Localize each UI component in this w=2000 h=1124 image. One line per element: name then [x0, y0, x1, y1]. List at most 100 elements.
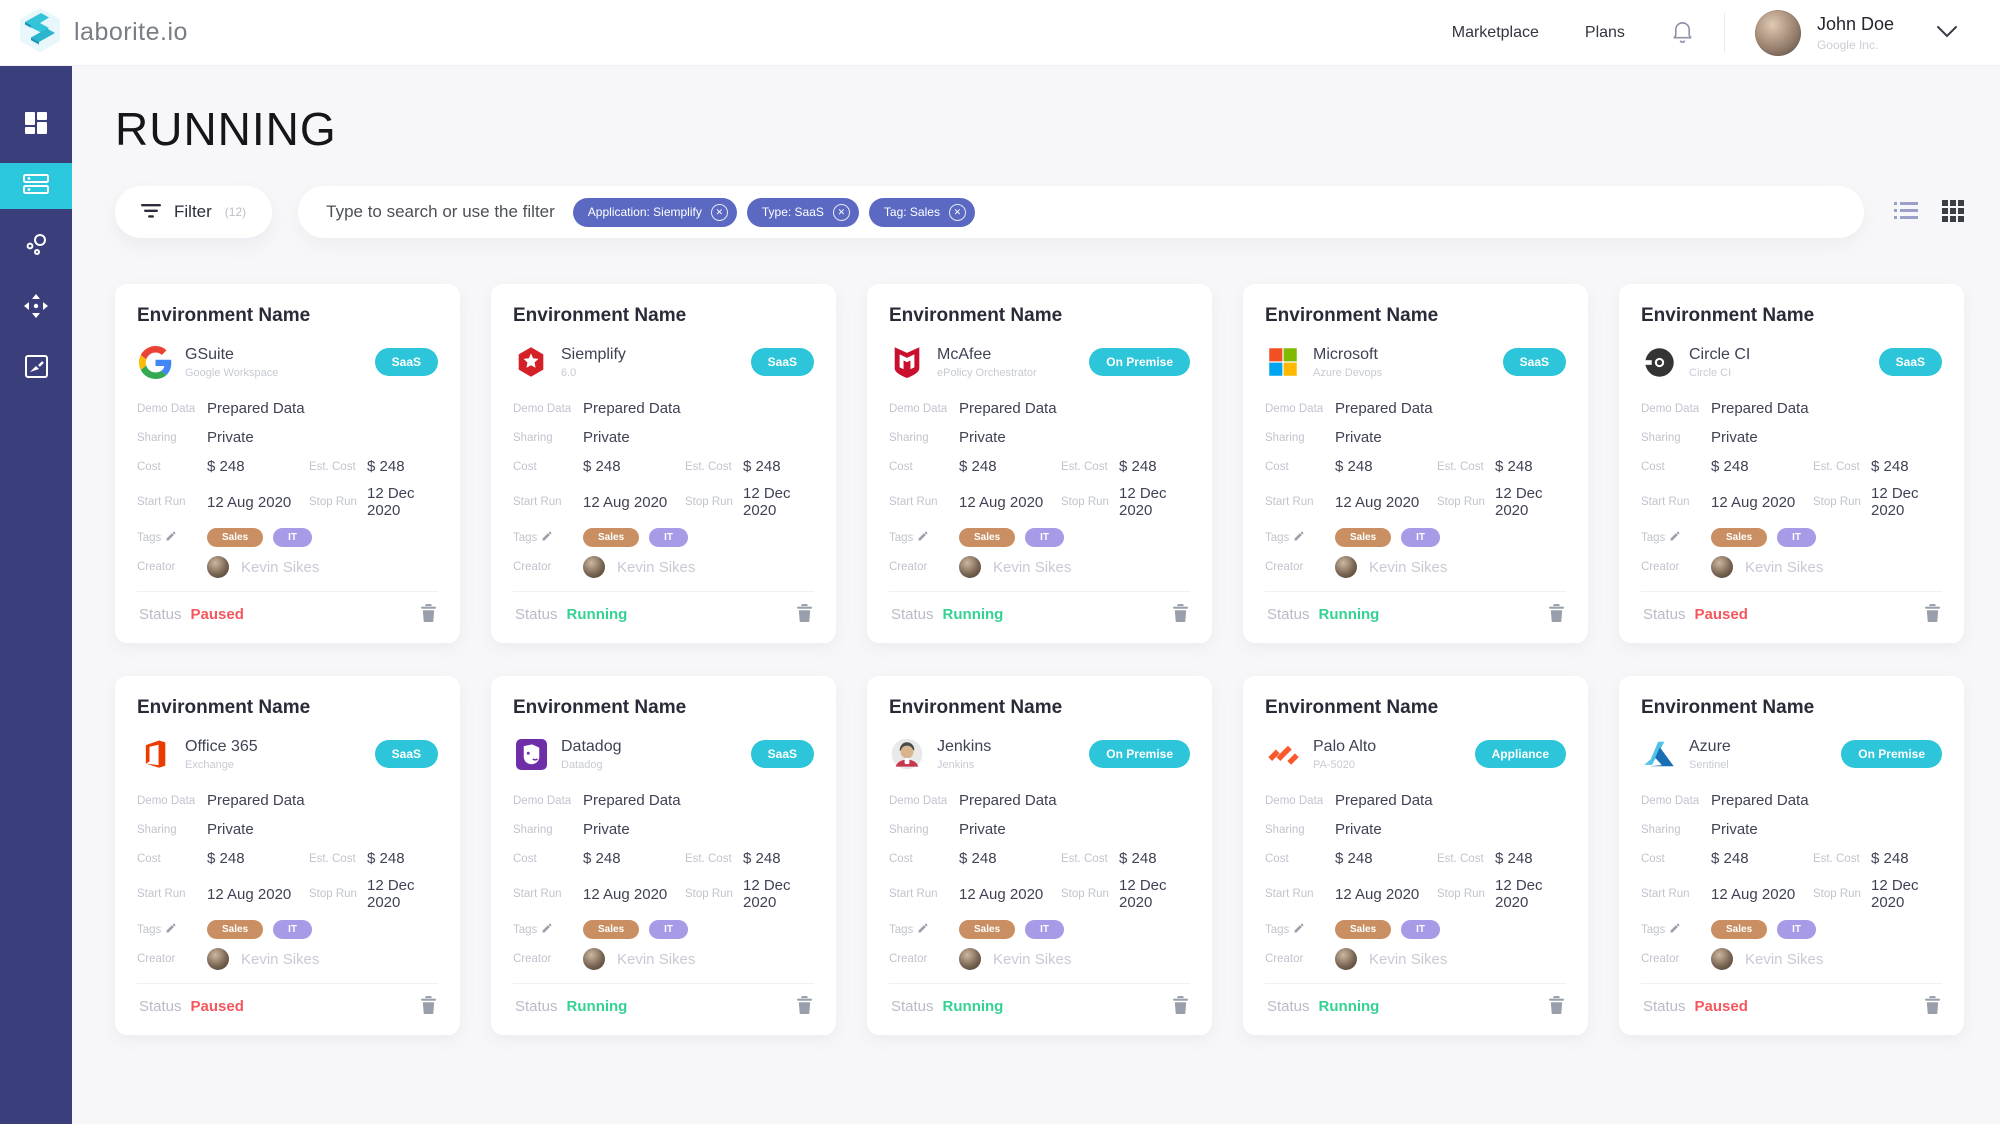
demo-data-label: Demo Data — [889, 402, 948, 415]
siemplify-icon — [513, 344, 549, 380]
delete-environment-button[interactable] — [797, 604, 812, 625]
edit-tags-icon[interactable] — [917, 531, 929, 545]
tag-chip[interactable]: IT — [1025, 920, 1065, 939]
tag-chip[interactable]: IT — [273, 528, 313, 547]
status-label: Status — [1267, 606, 1310, 623]
status-value: Running — [1318, 998, 1380, 1015]
tag-chip[interactable]: Sales — [1711, 528, 1768, 547]
edit-tags-icon[interactable] — [541, 531, 553, 545]
tags-label: Tags — [1265, 530, 1335, 545]
edit-tags-icon[interactable] — [165, 531, 177, 545]
app-name: Circle CI — [1689, 345, 1751, 363]
edit-tags-icon[interactable] — [541, 923, 553, 937]
environment-card[interactable]: Environment Name Microsoft Azure Devops … — [1243, 284, 1588, 643]
filter-chip[interactable]: Application: Siemplify ✕ — [572, 197, 737, 227]
tag-chip[interactable]: IT — [1401, 920, 1441, 939]
chip-remove-icon[interactable]: ✕ — [948, 203, 966, 221]
edit-tags-icon[interactable] — [1669, 531, 1681, 545]
environment-card[interactable]: Environment Name Circle CI Circle CI Saa… — [1619, 284, 1964, 643]
environment-card[interactable]: Environment Name Jenkins Jenkins On Prem… — [867, 676, 1212, 1035]
delete-environment-button[interactable] — [797, 996, 812, 1017]
app-name: Siemplify — [561, 345, 626, 363]
cost-label: Cost — [1641, 460, 1665, 473]
tag-chip[interactable]: Sales — [959, 528, 1016, 547]
deployment-badge: SaaS — [1502, 348, 1566, 376]
grid-view-button[interactable] — [1942, 199, 1964, 225]
tag-chip[interactable]: Sales — [207, 528, 264, 547]
card-divider — [889, 983, 1190, 984]
header-divider — [1723, 12, 1725, 53]
demo-data-label: Demo Data — [1265, 402, 1324, 415]
tag-chip[interactable]: IT — [273, 920, 313, 939]
list-view-button[interactable] — [1894, 201, 1918, 224]
tag-chip[interactable]: Sales — [207, 920, 264, 939]
tag-chip[interactable]: IT — [1777, 920, 1817, 939]
environment-card[interactable]: Environment Name Palo Alto PA-5020 Appli… — [1243, 676, 1588, 1035]
nav-marketplace[interactable]: Marketplace — [1451, 23, 1539, 41]
edit-tags-icon[interactable] — [1669, 923, 1681, 937]
user-menu-toggle[interactable] — [1936, 25, 1958, 41]
tag-chip[interactable]: Sales — [583, 920, 640, 939]
chip-remove-icon[interactable]: ✕ — [710, 203, 728, 221]
tag-chip[interactable]: Sales — [1335, 528, 1392, 547]
tag-chip[interactable]: IT — [649, 920, 689, 939]
demo-data-label: Demo Data — [889, 794, 948, 807]
delete-environment-button[interactable] — [1173, 996, 1188, 1017]
edit-tags-icon[interactable] — [165, 923, 177, 937]
user-menu[interactable]: John Doe Google Inc. — [1754, 9, 1958, 56]
sidebar-item-environments[interactable] — [0, 163, 72, 209]
sidebar-item-media[interactable] — [0, 346, 72, 392]
est-cost-label: Est. Cost — [1813, 460, 1860, 473]
filter-button[interactable]: Filter (12) — [115, 186, 273, 238]
sharing-value: Private — [1711, 429, 1758, 446]
edit-tags-icon[interactable] — [1293, 531, 1305, 545]
brand[interactable]: laborite.io — [18, 7, 188, 58]
cost-value: $ 248 — [1335, 458, 1373, 475]
environment-card[interactable]: Environment Name Azure Sentinel On Premi… — [1619, 676, 1964, 1035]
delete-environment-button[interactable] — [1925, 996, 1940, 1017]
environment-card[interactable]: Environment Name GSuite Google Workspace… — [115, 284, 460, 643]
nav-plans[interactable]: Plans — [1584, 23, 1625, 41]
tag-chip[interactable]: Sales — [959, 920, 1016, 939]
delete-environment-button[interactable] — [1925, 604, 1940, 625]
delete-environment-button[interactable] — [1549, 996, 1564, 1017]
cost-value: $ 248 — [1711, 458, 1749, 475]
chip-remove-icon[interactable]: ✕ — [832, 203, 850, 221]
delete-environment-button[interactable] — [421, 604, 436, 625]
environment-card[interactable]: Environment Name Datadog Datadog SaaS De… — [491, 676, 836, 1035]
filter-chip[interactable]: Type: SaaS ✕ — [746, 197, 859, 227]
tag-chip[interactable]: IT — [1401, 528, 1441, 547]
tag-chip[interactable]: Sales — [583, 528, 640, 547]
environment-card[interactable]: Environment Name McAfee ePolicy Orchestr… — [867, 284, 1212, 643]
edit-tags-icon[interactable] — [1293, 923, 1305, 937]
sharing-value: Private — [583, 429, 630, 446]
sidebar-item-connections[interactable] — [0, 224, 72, 270]
edit-tags-icon[interactable] — [917, 923, 929, 937]
filter-chip[interactable]: Tag: Sales ✕ — [868, 197, 975, 227]
tag-chip[interactable]: IT — [649, 528, 689, 547]
delete-environment-button[interactable] — [1173, 604, 1188, 625]
chevron-down-icon — [1936, 25, 1958, 41]
environments-icon — [22, 172, 50, 201]
sidebar-item-move[interactable] — [0, 285, 72, 331]
tags-label: Tags — [1265, 922, 1335, 937]
tag-chip[interactable]: IT — [1777, 528, 1817, 547]
environment-card[interactable]: Environment Name Office 365 Exchange Saa… — [115, 676, 460, 1035]
tag-chip[interactable]: Sales — [1335, 920, 1392, 939]
start-run-label: Start Run — [889, 496, 938, 508]
search-input[interactable]: Type to search or use the filter Applica… — [298, 186, 1864, 238]
start-run-label: Start Run — [513, 496, 562, 508]
deployment-badge: SaaS — [750, 740, 814, 768]
delete-environment-button[interactable] — [421, 996, 436, 1017]
delete-environment-button[interactable] — [1549, 604, 1564, 625]
creator-name: Kevin Sikes — [617, 558, 696, 576]
environment-card[interactable]: Environment Name Siemplify 6.0 SaaS Demo… — [491, 284, 836, 643]
user-company: Google Inc. — [1816, 37, 1879, 52]
tag-chip[interactable]: Sales — [1711, 920, 1768, 939]
tag-chip[interactable]: IT — [1025, 528, 1065, 547]
sharing-value: Private — [207, 821, 254, 838]
card-divider — [1265, 591, 1566, 592]
sidebar-item-dashboard[interactable] — [0, 102, 72, 148]
notifications-button[interactable] — [1671, 19, 1694, 47]
app-subtitle: Sentinel — [1689, 758, 1729, 771]
